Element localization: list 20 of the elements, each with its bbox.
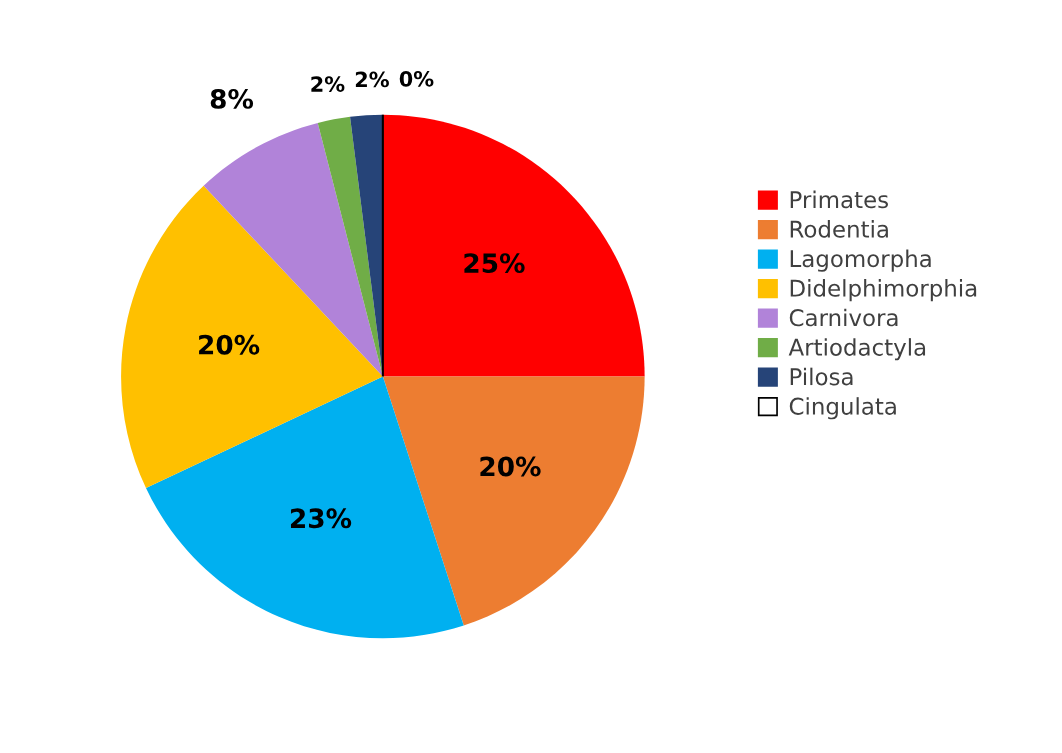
pie-slice	[121, 185, 383, 488]
legend-label: Pilosa	[790, 367, 853, 386]
text: 0%	[399, 70, 434, 87]
legend-label: Primates	[790, 190, 888, 209]
legend-label: Didelphimorphia	[790, 279, 977, 302]
pie-slice	[145, 376, 464, 639]
data-label: 20%	[199, 334, 260, 355]
data-label: 2%	[355, 71, 389, 88]
legend-label: Lagomorpha	[790, 249, 931, 272]
legend-label: Rodentia	[790, 220, 888, 238]
data-label: 25%	[464, 253, 525, 274]
legend-label: Cingulata	[789, 397, 896, 420]
data-label: 20%	[480, 456, 541, 477]
data-label: 2%	[311, 76, 345, 92]
pie-slice	[382, 114, 645, 377]
data-label: 23%	[290, 508, 352, 529]
pie-slice	[382, 376, 645, 626]
data-label: 8%	[210, 88, 254, 109]
legend-label: Carnivora	[789, 308, 898, 327]
legend-label: Artiodactyla	[788, 338, 926, 361]
